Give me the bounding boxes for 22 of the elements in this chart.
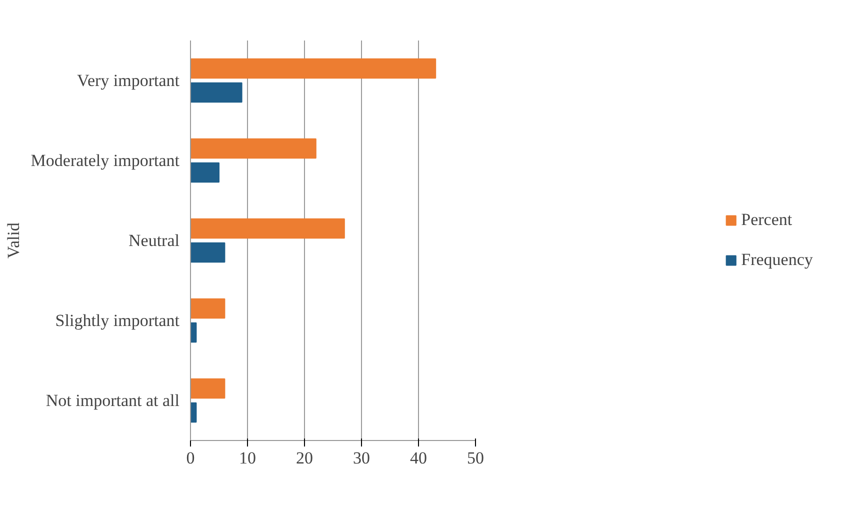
bar — [190, 58, 436, 79]
legend-label: Percent — [741, 210, 792, 230]
y-tick-label: Neutral — [128, 231, 180, 250]
y-tick-label: Very important — [77, 71, 180, 90]
y-axis-title: Valid — [4, 222, 23, 258]
y-tick-label: Slightly important — [55, 311, 180, 330]
x-tick-label: 20 — [296, 448, 313, 468]
x-tick-label: 10 — [239, 448, 256, 468]
y-tick-label: Not important at all — [46, 391, 180, 410]
bar — [190, 378, 226, 399]
bar — [190, 82, 242, 103]
y-tick-label: Moderately important — [30, 151, 180, 170]
x-tick-label: 50 — [467, 448, 484, 468]
bar — [190, 242, 226, 263]
bar — [190, 218, 345, 239]
bar — [190, 298, 226, 319]
bar — [190, 162, 220, 183]
legend-label: Frequency — [741, 250, 813, 270]
bar — [190, 138, 316, 159]
x-tick-label: 40 — [410, 448, 427, 468]
x-tick-label: 30 — [353, 448, 370, 468]
x-tick-label: 0 — [186, 448, 195, 468]
